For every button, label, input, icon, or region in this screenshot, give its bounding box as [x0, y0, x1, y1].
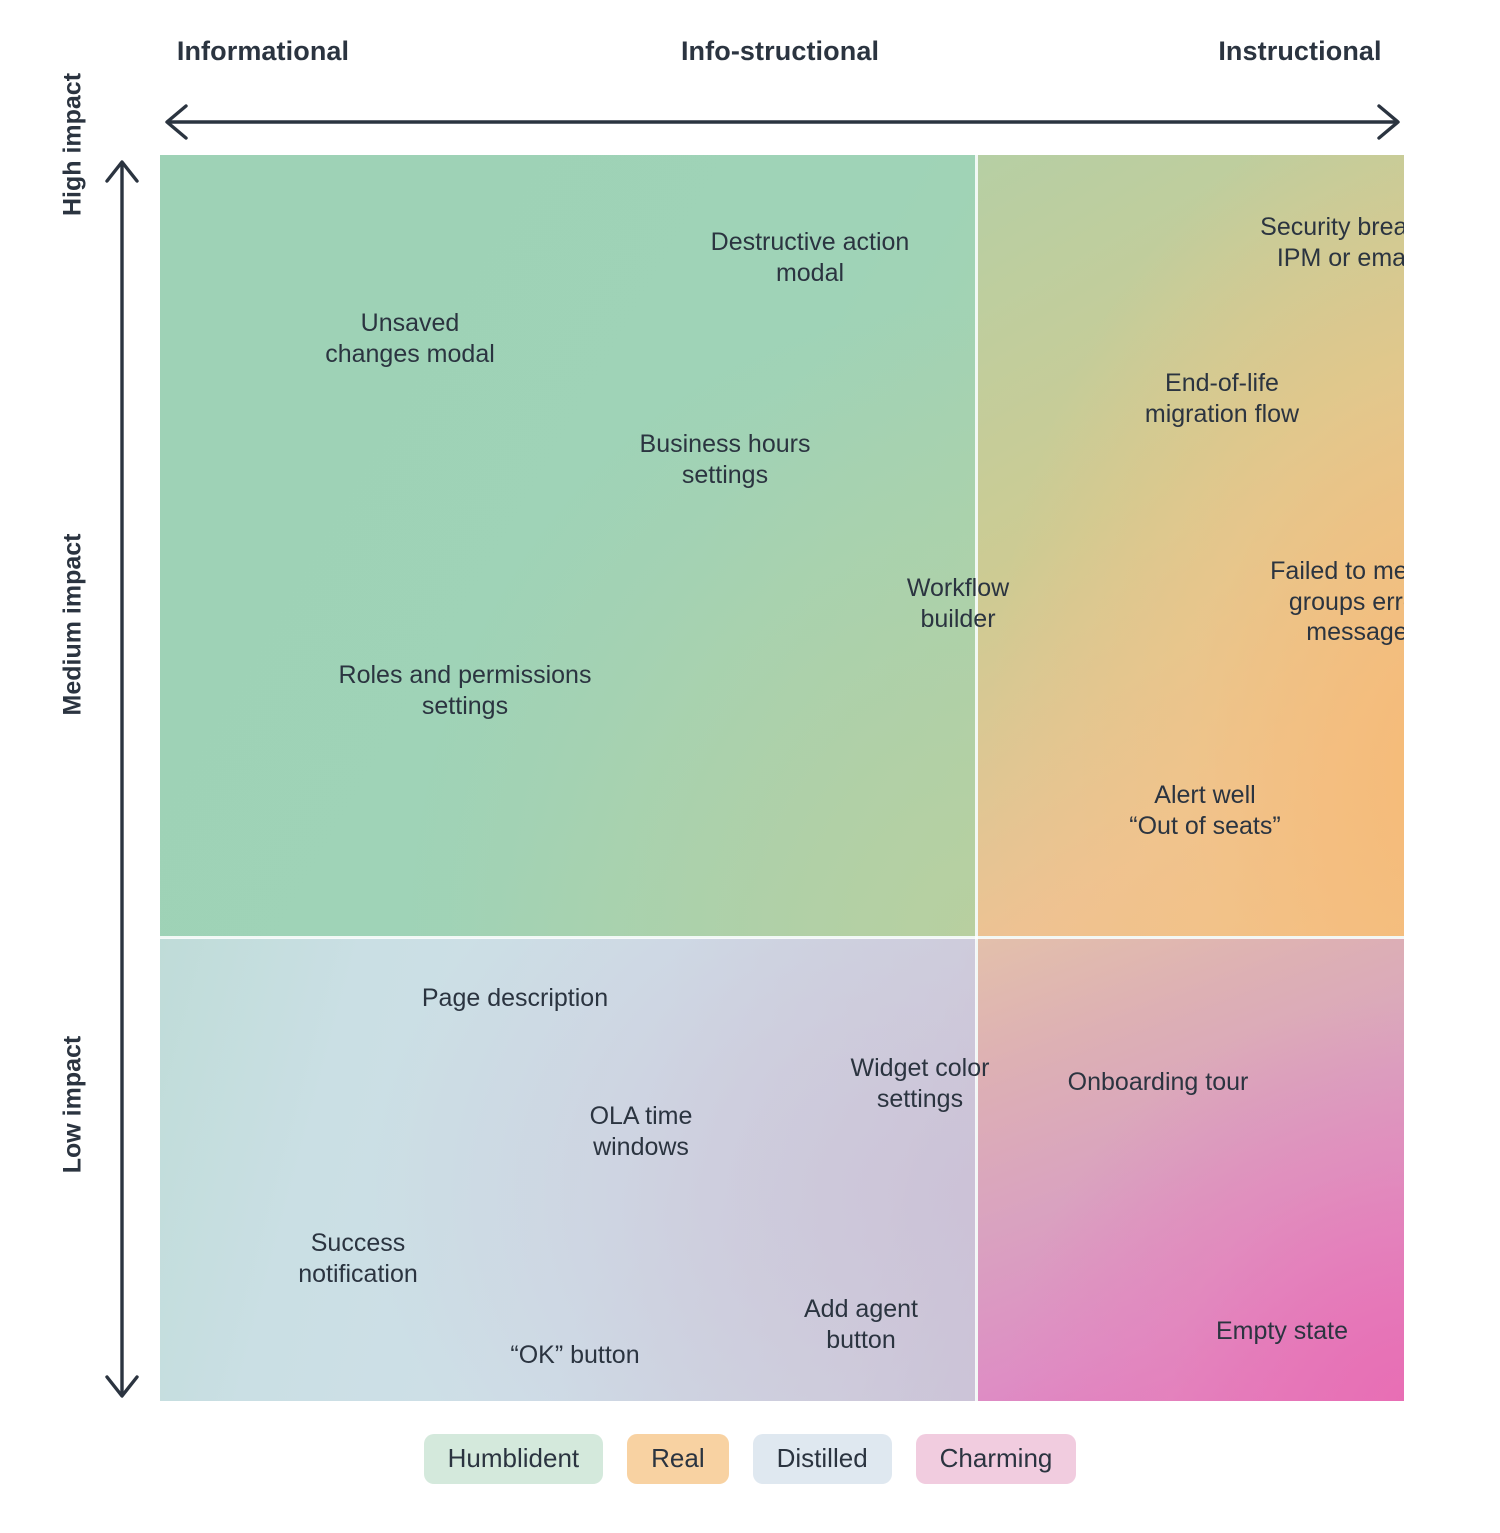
- y-axis-label-high-impact: High impact: [58, 72, 87, 217]
- y-axis-double-arrow-icon: [105, 160, 139, 1398]
- legend-pill-real[interactable]: Real: [627, 1434, 729, 1484]
- matrix-item-label: Security breach IPM or email: [1260, 213, 1404, 272]
- matrix-item-label: “OK” button: [510, 1341, 640, 1369]
- legend-pill-charming[interactable]: Charming: [915, 1434, 1077, 1484]
- y-axis-label-low-impact: Low impact: [58, 1035, 87, 1174]
- matrix-item-label: Destructive action modal: [710, 228, 910, 287]
- quadrant-top-left-humblident: [160, 155, 976, 936]
- matrix-item-label: Page description: [421, 984, 609, 1012]
- matrix-item-label: Roles and permissions settings: [338, 661, 592, 720]
- matrix-plot-area: Destructive action modal Unsaved changes …: [160, 155, 1404, 1401]
- legend-pill-humblident[interactable]: Humblident: [423, 1434, 604, 1484]
- matrix-item-label: Empty state: [1216, 1317, 1348, 1345]
- quadrant-bottom-right-charming: [978, 938, 1404, 1401]
- matrix-item-label: Add agent button: [804, 1295, 918, 1354]
- legend-pill-distilled[interactable]: Distilled: [752, 1434, 892, 1484]
- y-axis-label-medium-impact: Medium impact: [58, 533, 87, 716]
- matrix-item-label: End-of-life migration flow: [1144, 369, 1300, 428]
- matrix-item-label: Widget color settings: [850, 1054, 990, 1113]
- x-axis-label-informational: Informational: [176, 36, 350, 66]
- matrix-item-label: Failed to merge groups error message: [1270, 557, 1404, 646]
- matrix-item-label: OLA time windows: [589, 1102, 693, 1161]
- x-axis-label-info-structional: Info-structional: [680, 36, 880, 66]
- matrix-item-label: Onboarding tour: [1067, 1068, 1249, 1096]
- matrix-item-label: Unsaved changes modal: [325, 309, 495, 368]
- x-axis-label-instructional: Instructional: [1218, 36, 1382, 66]
- legend: Humblident Real Distilled Charming: [0, 1434, 1500, 1484]
- quadrant-top-right-real: [978, 155, 1404, 936]
- matrix-item-label: Success notification: [298, 1229, 418, 1288]
- vertical-divider: [975, 155, 978, 1401]
- matrix-item-label: Workflow builder: [906, 574, 1010, 633]
- x-axis-double-arrow-icon: [165, 104, 1400, 140]
- matrix-item-label: Business hours settings: [639, 430, 811, 489]
- matrix-item-label: Alert well “Out of seats”: [1129, 781, 1281, 840]
- quadrant-bottom-left-distilled: [160, 938, 976, 1401]
- horizontal-divider: [160, 936, 1404, 939]
